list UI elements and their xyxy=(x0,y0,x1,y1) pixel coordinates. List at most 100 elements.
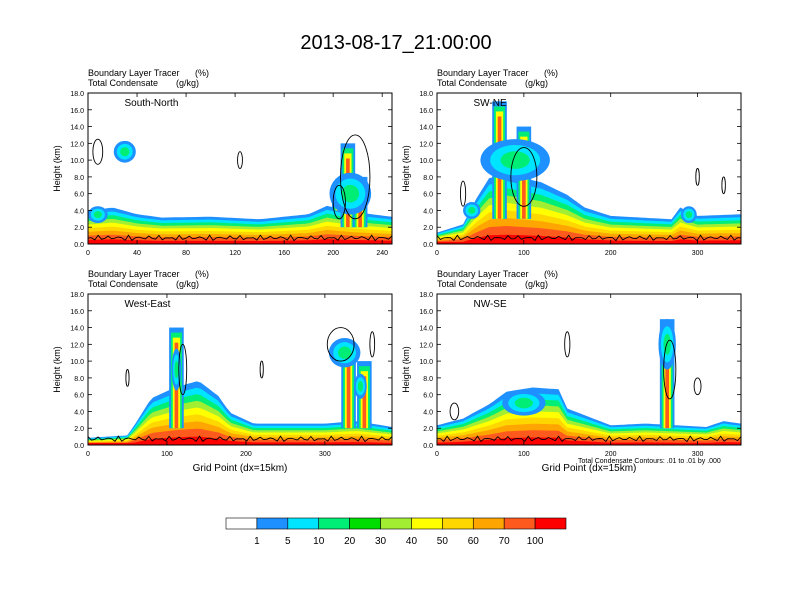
ytick-label: 4.0 xyxy=(423,409,433,416)
contour-units: (g/kg) xyxy=(525,279,548,289)
tracer-blob-2-inner xyxy=(341,184,360,203)
panel-bottom-left: 0.0 2.0 4.0 6.0 8.0 10.0 12.0 14.0 16.0 18.0 0 100 2… xyxy=(52,269,393,474)
field-title: Boundary Layer Tracer xyxy=(437,68,529,78)
xtick-label: 240 xyxy=(376,250,388,257)
field-title: Boundary Layer Tracer xyxy=(88,269,180,279)
field-units: (%) xyxy=(195,68,209,78)
ytick-label: 14.0 xyxy=(419,326,433,333)
condensate-contour-2 xyxy=(695,168,700,186)
colorbar-swatch-8 xyxy=(472,517,505,530)
colorbar-label: 5 xyxy=(285,536,291,547)
colorbar-label: 30 xyxy=(374,536,387,547)
condensate-contour-1 xyxy=(178,343,188,396)
colorbar-label: 40 xyxy=(405,536,418,547)
field-units: (%) xyxy=(195,269,209,279)
xtick-label: 0 xyxy=(435,250,439,257)
contour-units: (g/kg) xyxy=(176,78,199,88)
ytick-label: 0.0 xyxy=(423,242,433,249)
ytick-label: 12.0 xyxy=(70,141,84,148)
ytick-label: 4.0 xyxy=(74,208,84,215)
contour-title: Total Condensate xyxy=(437,279,507,289)
colorbar-swatch-0 xyxy=(225,517,258,530)
xtick-label: 200 xyxy=(240,451,252,458)
condensate-contour-1 xyxy=(237,151,243,169)
condensate-contour-3 xyxy=(721,176,726,195)
colorbar-swatch-7 xyxy=(442,517,474,530)
plot-frame xyxy=(87,92,393,245)
condensate-contour-1 xyxy=(564,331,571,358)
ytick-label: 18.0 xyxy=(70,292,84,299)
colorbar-swatch-2 xyxy=(287,517,320,530)
ytick-label: 16.0 xyxy=(419,108,433,115)
terrain-line xyxy=(88,435,392,443)
xtick-label: 200 xyxy=(605,250,617,257)
x-axis-label: Grid Point (dx=15km) xyxy=(193,463,288,474)
ytick-label: 10.0 xyxy=(419,359,433,366)
tracer-band-8 xyxy=(88,436,392,445)
colorbar-label: 50 xyxy=(436,536,448,547)
condensate-contour-3 xyxy=(449,402,460,421)
tracer-band-8 xyxy=(88,239,392,244)
xtick-label: 200 xyxy=(327,250,339,257)
condensate-contour-2 xyxy=(259,360,264,379)
xtick-label: 100 xyxy=(518,250,530,257)
xtick-label: 100 xyxy=(518,451,530,458)
figure-title: 2013-08-17_21:00:00 xyxy=(300,32,492,54)
colorbar-label: 1 xyxy=(254,536,260,547)
xtick-label: 0 xyxy=(86,250,90,257)
colorbar-swatch-3 xyxy=(318,517,350,530)
terrain-line xyxy=(88,234,392,242)
xtick-label: 300 xyxy=(319,451,331,458)
xtick-label: 80 xyxy=(182,250,190,257)
ytick-label: 4.0 xyxy=(423,208,433,215)
panel-bottom-right: 0.0 2.0 4.0 6.0 8.0 10.0 12.0 14.0 16.0 18.0 0 100 2… xyxy=(401,269,742,474)
y-axis-label: Height (km) xyxy=(401,346,411,393)
ytick-label: 12.0 xyxy=(419,342,433,349)
field-title: Boundary Layer Tracer xyxy=(437,269,529,279)
condensate-contour-0 xyxy=(460,180,467,207)
tracer-blob-2-inner xyxy=(357,380,364,392)
ytick-label: 8.0 xyxy=(423,376,433,383)
field-units: (%) xyxy=(544,68,558,78)
colorbar-swatch-1 xyxy=(256,517,289,530)
xtick-label: 200 xyxy=(605,451,617,458)
colorbar-swatch-5 xyxy=(380,517,412,530)
plot-frame xyxy=(87,293,393,446)
xtick-label: 300 xyxy=(692,250,704,257)
ytick-label: 14.0 xyxy=(70,125,84,132)
colorbar-label: 60 xyxy=(467,536,479,547)
condensate-contour-3 xyxy=(332,184,346,220)
ytick-label: 2.0 xyxy=(74,225,84,232)
cross-section-label: South-North xyxy=(124,98,178,109)
ytick-label: 18.0 xyxy=(419,91,433,98)
xtick-label: 40 xyxy=(133,250,141,257)
terrain-line xyxy=(437,435,741,443)
contour-footnote: Total Condensate Contours: .01 to .01 by… xyxy=(578,458,721,465)
xtick-label: 300 xyxy=(692,451,704,458)
ytick-label: 8.0 xyxy=(423,175,433,182)
tracer-blob-1-inner xyxy=(468,206,476,214)
ytick-label: 6.0 xyxy=(74,192,84,199)
ytick-label: 8.0 xyxy=(74,376,84,383)
ytick-label: 10.0 xyxy=(70,158,84,165)
tracer-band-8 xyxy=(437,234,741,244)
tracer-blob-1-inner xyxy=(174,360,179,379)
contour-units: (g/kg) xyxy=(176,279,199,289)
colorbar-swatch-4 xyxy=(349,517,381,530)
ytick-label: 6.0 xyxy=(423,192,433,199)
ytick-label: 0.0 xyxy=(74,443,84,450)
condensate-contour-2 xyxy=(340,134,371,220)
ytick-label: 12.0 xyxy=(419,141,433,148)
tracer-blob-1-inner xyxy=(514,397,533,409)
ytick-label: 6.0 xyxy=(423,393,433,400)
y-axis-label: Height (km) xyxy=(401,145,411,192)
condensate-contour-1 xyxy=(510,147,538,207)
ytick-label: 2.0 xyxy=(74,426,84,433)
ytick-label: 4.0 xyxy=(74,409,84,416)
plot-area-2 xyxy=(88,327,392,445)
ytick-label: 18.0 xyxy=(70,91,84,98)
plot-frame xyxy=(436,293,742,446)
field-units: (%) xyxy=(544,269,558,279)
ytick-label: 14.0 xyxy=(70,326,84,333)
